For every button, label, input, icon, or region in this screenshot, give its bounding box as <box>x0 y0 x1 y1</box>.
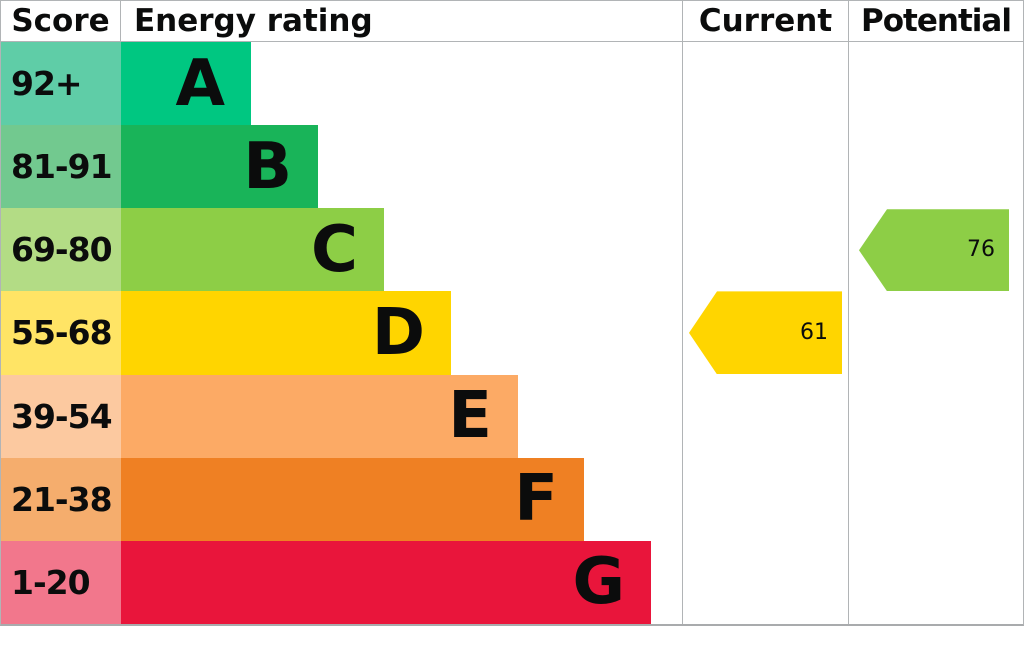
current-column: 61 <box>682 42 848 624</box>
band-row-f: 21-38 F <box>1 457 682 541</box>
table-body: 92+ A 81-91 B 69-80 C 55-68 D 39-54 E 21-38 F 1-20 G … <box>1 42 1023 624</box>
band-row-b: 81-91 B <box>1 125 682 209</box>
rating-bar-c: C <box>121 208 384 292</box>
band-row-c: 69-80 C <box>1 208 682 292</box>
header-current: Current <box>682 1 848 41</box>
score-range-d: 55-68 <box>1 291 121 375</box>
rating-rows: 92+ A 81-91 B 69-80 C 55-68 D 39-54 E 21-38 F 1-20 G <box>1 42 682 624</box>
band-row-a: 92+ A <box>1 42 682 126</box>
score-range-a: 92+ <box>1 42 121 126</box>
epc-table: Score Energy rating Current Potential 92… <box>0 0 1024 626</box>
score-range-e: 39-54 <box>1 374 121 458</box>
potential-rating-arrow: 76 <box>859 209 1009 292</box>
header-energy-rating: Energy rating <box>134 3 373 39</box>
current-rating-arrow: 61 <box>689 291 842 375</box>
band-row-d: 55-68 D <box>1 291 682 375</box>
rating-bar-e: E <box>121 374 518 458</box>
band-row-e: 39-54 E <box>1 374 682 458</box>
rating-bar-b: B <box>121 125 318 209</box>
rating-bar-f: F <box>121 457 584 541</box>
rating-bar-d: D <box>121 291 451 375</box>
table-header: Score Energy rating Current Potential <box>1 1 1023 42</box>
header-score: Score <box>1 1 121 41</box>
potential-column: 76 <box>848 42 1023 624</box>
score-range-g: 1-20 <box>1 540 121 624</box>
score-range-c: 69-80 <box>1 208 121 292</box>
band-row-g: 1-20 G <box>1 540 682 624</box>
score-range-f: 21-38 <box>1 457 121 541</box>
rating-bar-a: A <box>121 42 251 126</box>
rating-bar-g: G <box>121 540 651 624</box>
header-potential: Potential <box>848 1 1023 41</box>
score-range-b: 81-91 <box>1 125 121 209</box>
